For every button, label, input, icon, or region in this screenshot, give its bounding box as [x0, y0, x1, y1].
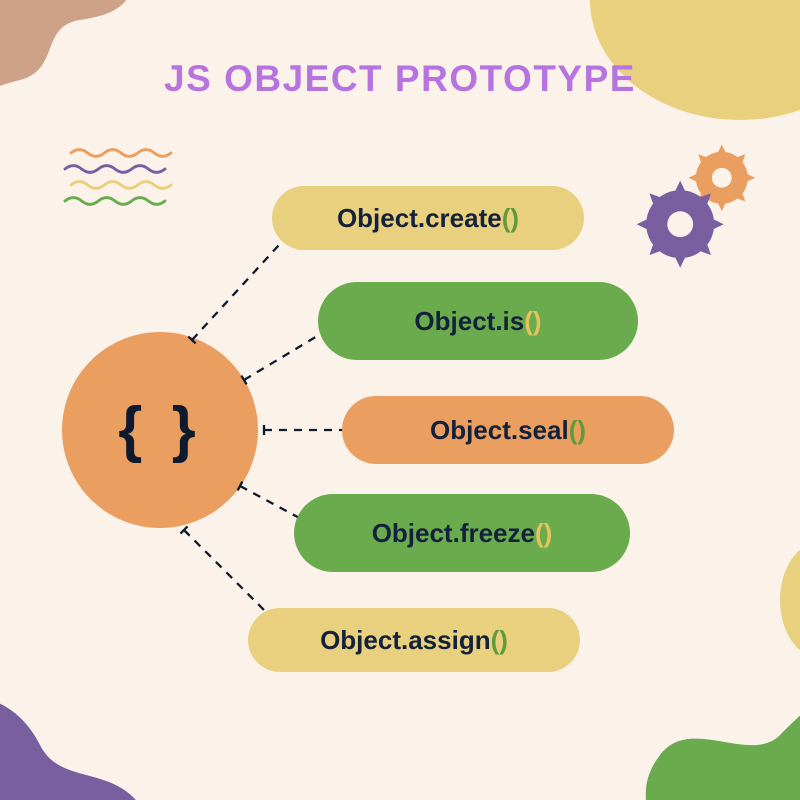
method-pill: Object.is(): [318, 282, 638, 360]
method-name: Object.create: [337, 203, 502, 234]
method-paren: (): [535, 518, 552, 549]
method-pill: Object.assign(): [248, 608, 580, 672]
method-pill: Object.seal(): [342, 396, 674, 464]
method-paren: (): [524, 306, 541, 337]
method-name: Object.freeze: [372, 518, 535, 549]
method-pill: Object.create(): [272, 186, 584, 250]
canvas: JS OBJECT PROTOTYPE { } Object.create()O…: [0, 0, 800, 800]
method-paren: (): [491, 625, 508, 656]
method-name: Object.seal: [430, 415, 569, 446]
method-paren: (): [502, 203, 519, 234]
method-paren: (): [569, 415, 586, 446]
method-name: Object.assign: [320, 625, 491, 656]
method-pill: Object.freeze(): [294, 494, 630, 572]
method-name: Object.is: [414, 306, 524, 337]
